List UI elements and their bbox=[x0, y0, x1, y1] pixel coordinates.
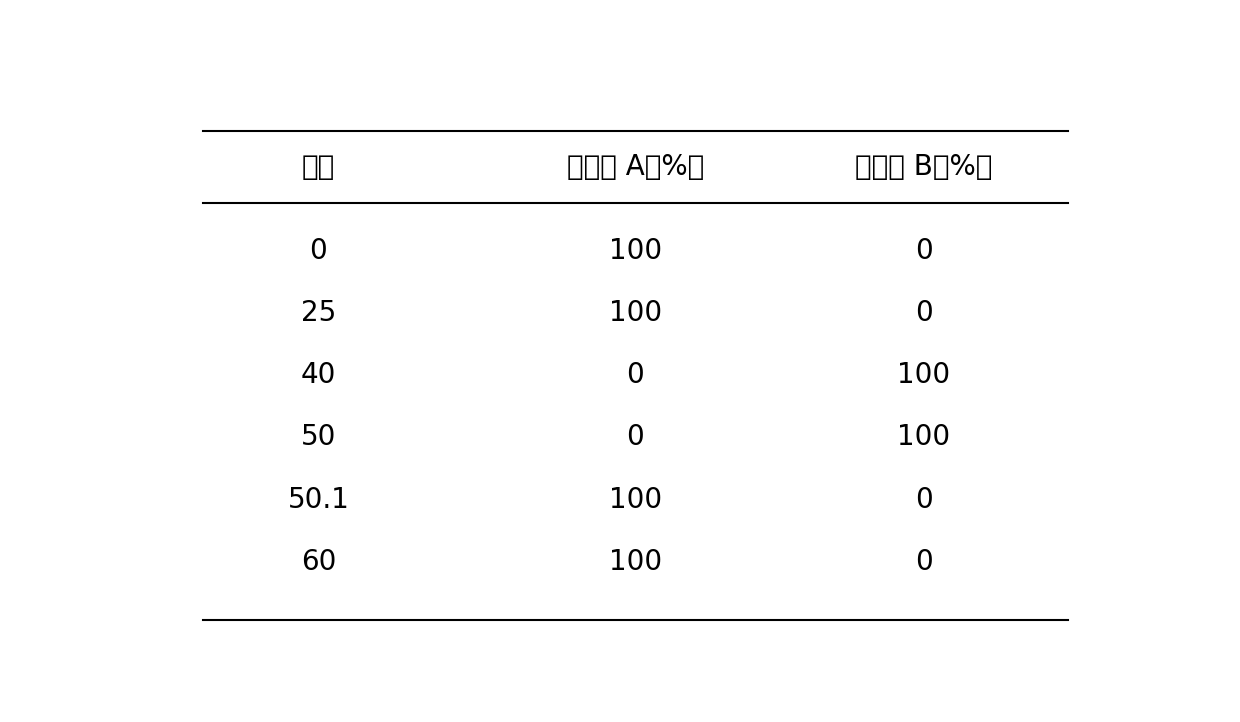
Text: 时间: 时间 bbox=[301, 153, 335, 181]
Text: 40: 40 bbox=[300, 361, 336, 389]
Text: 100: 100 bbox=[609, 486, 662, 514]
Text: 0: 0 bbox=[915, 237, 932, 265]
Text: 100: 100 bbox=[609, 548, 662, 576]
Text: 50.1: 50.1 bbox=[288, 486, 350, 514]
Text: 流动相 A（%）: 流动相 A（%） bbox=[567, 153, 704, 181]
Text: 100: 100 bbox=[898, 361, 950, 389]
Text: 100: 100 bbox=[609, 299, 662, 327]
Text: 0: 0 bbox=[310, 237, 327, 265]
Text: 100: 100 bbox=[898, 423, 950, 451]
Text: 60: 60 bbox=[300, 548, 336, 576]
Text: 50: 50 bbox=[300, 423, 336, 451]
Text: 0: 0 bbox=[626, 423, 645, 451]
Text: 0: 0 bbox=[626, 361, 645, 389]
Text: 100: 100 bbox=[609, 237, 662, 265]
Text: 0: 0 bbox=[915, 486, 932, 514]
Text: 0: 0 bbox=[915, 548, 932, 576]
Text: 0: 0 bbox=[915, 299, 932, 327]
Text: 流动相 B（%）: 流动相 B（%） bbox=[856, 153, 992, 181]
Text: 25: 25 bbox=[301, 299, 336, 327]
